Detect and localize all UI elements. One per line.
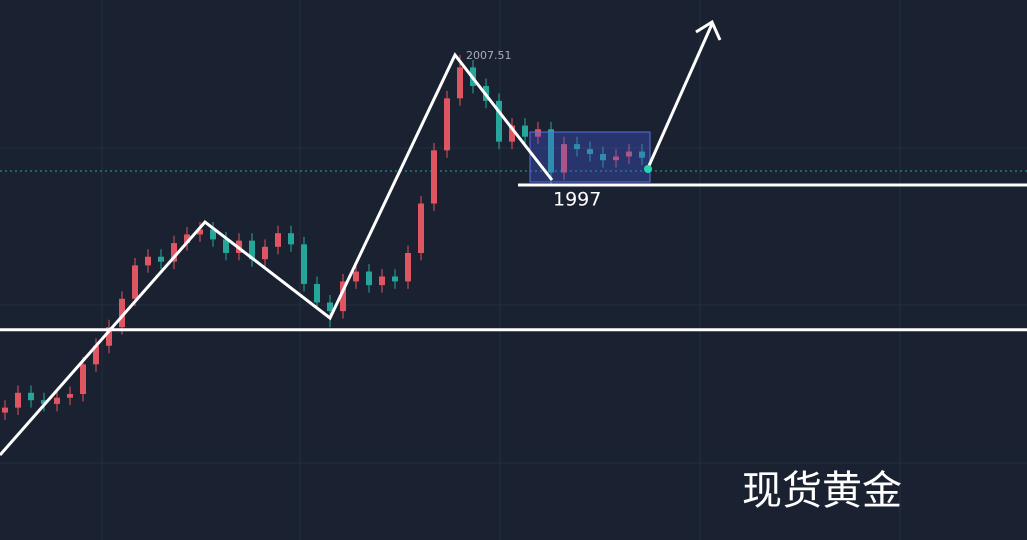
candle-body bbox=[600, 154, 606, 161]
candle-body bbox=[522, 125, 528, 137]
candle-body bbox=[327, 302, 333, 312]
candle-body bbox=[548, 129, 554, 173]
candle-body bbox=[223, 239, 229, 253]
candle-body bbox=[392, 276, 398, 282]
candle-body bbox=[405, 252, 411, 282]
candle-body bbox=[80, 364, 86, 395]
candle-body bbox=[639, 151, 645, 158]
candle-body bbox=[119, 298, 125, 328]
candle-body bbox=[431, 150, 437, 204]
candle-body bbox=[249, 240, 255, 260]
candle-body bbox=[587, 149, 593, 155]
candle-body bbox=[275, 233, 281, 247]
arrow-head bbox=[695, 19, 722, 41]
candle-body bbox=[197, 229, 203, 235]
candle-body bbox=[314, 283, 320, 303]
candle-body bbox=[353, 271, 359, 282]
candle-body bbox=[106, 327, 112, 346]
candle-body bbox=[444, 98, 450, 151]
candle-body bbox=[93, 345, 99, 365]
candle-body bbox=[418, 203, 424, 253]
candles bbox=[2, 54, 645, 420]
candle-body bbox=[561, 144, 567, 173]
candle-body bbox=[613, 156, 619, 161]
candle-body bbox=[366, 271, 372, 286]
candle-body bbox=[132, 265, 138, 299]
high-label: 2007.51 bbox=[466, 49, 512, 62]
candle-body bbox=[41, 400, 47, 404]
candle-body bbox=[340, 281, 346, 312]
range-box bbox=[529, 131, 651, 183]
candle-body bbox=[15, 392, 21, 408]
watermark: 现货黄金 bbox=[742, 468, 902, 514]
candle-body bbox=[574, 144, 580, 150]
arrow bbox=[646, 23, 714, 169]
candle-body bbox=[210, 229, 216, 240]
current-dot bbox=[644, 165, 652, 173]
level-label: 1997 bbox=[553, 189, 601, 211]
candle-body bbox=[457, 67, 463, 99]
candle-body bbox=[626, 151, 632, 157]
candle-body bbox=[28, 392, 34, 401]
candle-body bbox=[145, 256, 151, 266]
candle-body bbox=[67, 394, 73, 398]
trend-line bbox=[0, 52, 554, 456]
candle-body bbox=[301, 244, 307, 284]
candle-body bbox=[535, 129, 541, 137]
candle-body bbox=[184, 234, 190, 244]
levels bbox=[0, 183, 1027, 332]
candle-body bbox=[158, 256, 164, 262]
candle-body bbox=[496, 100, 502, 142]
candle-body bbox=[171, 243, 177, 262]
candle-body bbox=[509, 125, 515, 142]
candle-body bbox=[54, 397, 60, 404]
candle-body bbox=[262, 246, 268, 260]
candle-body bbox=[379, 276, 385, 286]
candle-body bbox=[2, 407, 8, 413]
candle-body bbox=[288, 233, 294, 245]
